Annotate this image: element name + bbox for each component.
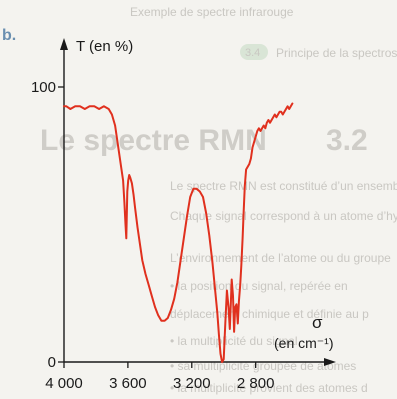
bg-line-0: Exemple de spectre infrarouge — [130, 5, 294, 19]
transmittance-curve — [63, 102, 294, 363]
bg-line-3: Le spectre RMN est constitué d’un ensemb… — [170, 179, 397, 193]
x-tick-label: 3 200 — [173, 375, 211, 392]
series-layer — [63, 102, 294, 363]
section-badge-label: 3.4 — [245, 47, 260, 59]
panel-letter: b. — [2, 27, 16, 44]
bg-heading-number: 3.2 — [326, 124, 368, 157]
x-tick-label: 3 600 — [109, 375, 147, 392]
bg-line-1: Principe de la spectroscopie IR — [276, 46, 397, 60]
y-tick-label: 100 — [31, 79, 56, 96]
x-axis-symbol: σ — [312, 313, 323, 332]
x-ticks: 4 000 3 600 3 200 2 800 — [45, 362, 274, 392]
bg-line-4: Chaque signal correspond à un atome d’hy… — [170, 209, 397, 223]
bg-line-6: • la position du signal, repérée en — [170, 279, 348, 293]
x-axis-arrow — [324, 358, 336, 366]
ir-spectrum-chart: T (en %) σ (en cm⁻¹) 100 0 4 000 3 600 3 20… — [31, 38, 336, 392]
y-axis-label: T (en %) — [76, 38, 133, 55]
bg-line-5: L’environnement de l’atome ou du groupe — [170, 251, 391, 265]
bg-heading: Le spectre RMN — [40, 124, 267, 157]
bg-line-10: • la multiplicité provient des atomes d — [170, 381, 368, 395]
x-axis-unit: (en cm⁻¹) — [274, 335, 334, 351]
y-tick-label: 0 — [48, 354, 56, 371]
bg-line-8: • la multiplicité du signal — [170, 334, 298, 348]
x-tick-label: 2 800 — [237, 375, 275, 392]
bg-line-7: déplacement chimique et définie au p — [170, 307, 369, 321]
section-badge — [240, 44, 268, 60]
y-axis-arrow — [60, 38, 68, 50]
x-tick-label: 4 000 — [45, 375, 83, 392]
y-ticks: 100 0 — [31, 79, 64, 371]
background-page-text: Exemple de spectre infrarouge 3.4 Princi… — [40, 5, 397, 395]
